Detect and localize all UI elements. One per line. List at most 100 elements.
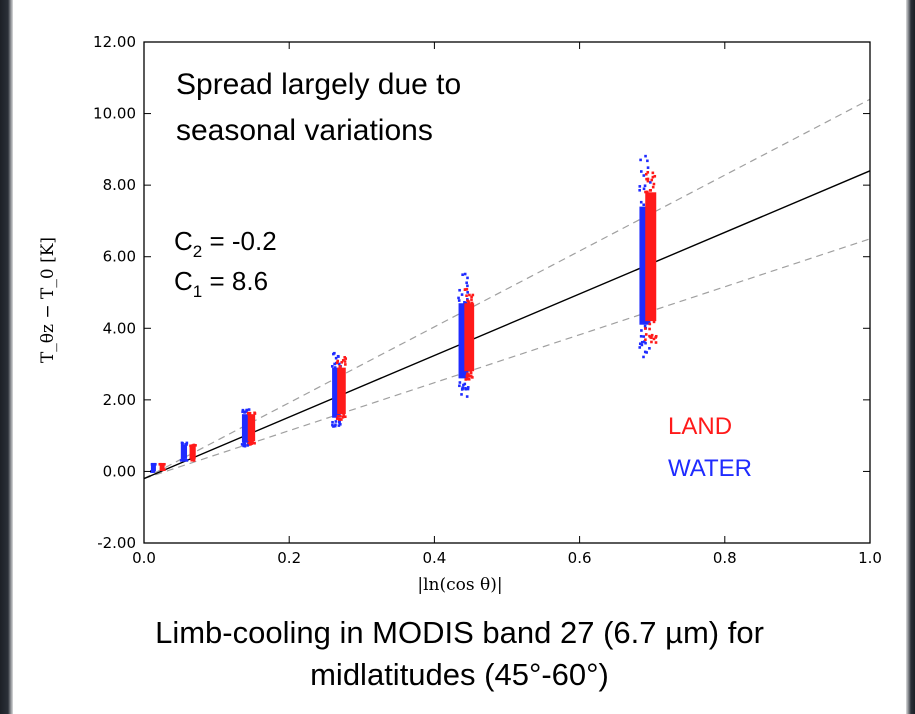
plot-area (144, 42, 870, 543)
land-cluster-3-point (251, 441, 254, 444)
x-tick-label: 0.2 (277, 549, 301, 567)
land-cluster-3-point (252, 441, 256, 445)
land-cluster-4-point (343, 360, 347, 363)
water-cluster-2-point (179, 459, 183, 462)
land-cluster-5-point (469, 375, 473, 378)
land-cluster-4-point (342, 413, 345, 417)
land-cluster-5 (464, 303, 475, 372)
land-cluster-5-point (470, 295, 473, 299)
land-cluster-6-point (646, 179, 650, 183)
water-cluster-4-point (334, 356, 338, 360)
bound-line-1 (143, 98, 871, 480)
water-cluster-5-point (457, 299, 461, 302)
water-cluster-5-point (460, 393, 463, 396)
water-cluster-6-point (649, 181, 652, 184)
water-cluster-4-point (337, 420, 341, 424)
axes-frame (143, 41, 871, 544)
x-tick-label: 0.4 (422, 549, 446, 567)
water-cluster-5-point (466, 276, 469, 280)
water-cluster-5-point (460, 293, 464, 296)
c1-subscript: 1 (193, 282, 202, 301)
water-cluster-5-point (463, 382, 467, 386)
land-cluster-6-point (648, 322, 652, 326)
water-cluster-6-point (642, 174, 646, 177)
land-cluster-1-point (161, 462, 165, 466)
water-cluster-4-point (331, 420, 334, 424)
water-cluster-6-point (640, 340, 644, 344)
legend-water: WATER (668, 455, 752, 482)
land-cluster-6-point (645, 190, 649, 194)
y-tick-label: 2.00 (103, 391, 136, 409)
water-cluster-1 (150, 464, 156, 472)
land-cluster-6-point (645, 177, 648, 181)
water-cluster-6-point (645, 351, 648, 354)
bound-line-2 (143, 238, 871, 480)
water-cluster-6-point (644, 341, 647, 345)
water-cluster-5-point (464, 386, 467, 390)
land-cluster-6-point (651, 171, 655, 175)
land-cluster-6-point (651, 175, 655, 179)
water-cluster-4-point (334, 423, 337, 427)
limb-cooling-chart: 0.0 0.2 0.4 0.6 0.8 1.0 -2.00 0.00 2.00 4.00 6.00 8… (38, 33, 882, 595)
water-cluster-3-point (243, 411, 246, 414)
land-cluster-6-point (648, 327, 651, 331)
land-cluster-4-point (336, 359, 340, 363)
land-cluster-5-point (467, 300, 470, 303)
land-cluster-5-point (465, 287, 469, 291)
water-cluster-1-point (153, 462, 157, 466)
water-cluster-4-point (332, 352, 335, 356)
water-cluster-5-point (466, 291, 469, 294)
land-cluster-6-point (652, 182, 656, 186)
land-cluster-6-point (644, 190, 647, 194)
water-cluster-6-point (643, 324, 647, 328)
land-cluster-2-point (194, 444, 197, 447)
y-tick-label: 4.00 (103, 319, 136, 337)
water-cluster-6-point (642, 335, 646, 338)
land-cluster-6-point (649, 189, 652, 192)
land-cluster-6-point (646, 177, 650, 181)
water-cluster-3-point (246, 444, 249, 447)
c2-subscript: 2 (193, 242, 202, 261)
scatter-points (150, 154, 658, 473)
water-cluster-2-point (185, 458, 188, 462)
water-cluster-3-point (243, 441, 246, 445)
water-cluster-4-point (337, 362, 341, 366)
water-cluster-3-point (247, 408, 251, 411)
fit-line (143, 170, 871, 480)
y-tick-label: 8.00 (103, 176, 136, 194)
water-cluster-6-point (639, 158, 642, 162)
land-cluster-5-point (470, 301, 474, 305)
land-cluster-6-point (652, 320, 656, 324)
x-tick-label: 0.6 (568, 549, 592, 567)
water-cluster-1-point (150, 470, 154, 473)
water-cluster-3-point (240, 443, 244, 446)
land-cluster-1 (159, 464, 165, 470)
legend-land: LAND (668, 413, 732, 440)
land-cluster-6-point (650, 340, 653, 344)
land-cluster-4-point (343, 415, 347, 419)
water-cluster-6-point (643, 350, 647, 354)
land-cluster-5-point (467, 301, 471, 305)
water-cluster-6-point (646, 166, 650, 169)
x-axis-title: |ln(cos θ)| (417, 575, 502, 595)
land-cluster-2-point (192, 457, 196, 461)
land-cluster-6-point (653, 174, 657, 178)
water-cluster-4-point (333, 366, 337, 369)
x-tick-label: 0.0 (132, 549, 156, 567)
water-cluster-6-point (648, 347, 651, 350)
land-cluster-6 (645, 192, 657, 322)
land-cluster-6-point (644, 338, 647, 342)
land-cluster-6-point (644, 333, 648, 336)
water-cluster-5-point (458, 288, 461, 292)
water-cluster-5-point (462, 383, 465, 387)
water-cluster-5-point (466, 284, 469, 288)
fit-line-group (143, 170, 871, 480)
water-cluster-5-point (465, 395, 469, 398)
water-cluster-4-point (339, 423, 342, 426)
water-cluster-5 (458, 303, 469, 379)
c1-value: = 8.6 (202, 266, 268, 296)
c2-value: = -0.2 (202, 226, 276, 256)
land-cluster-2-point (191, 444, 195, 447)
water-cluster-2-point (181, 458, 185, 462)
land-cluster-2 (189, 446, 196, 459)
